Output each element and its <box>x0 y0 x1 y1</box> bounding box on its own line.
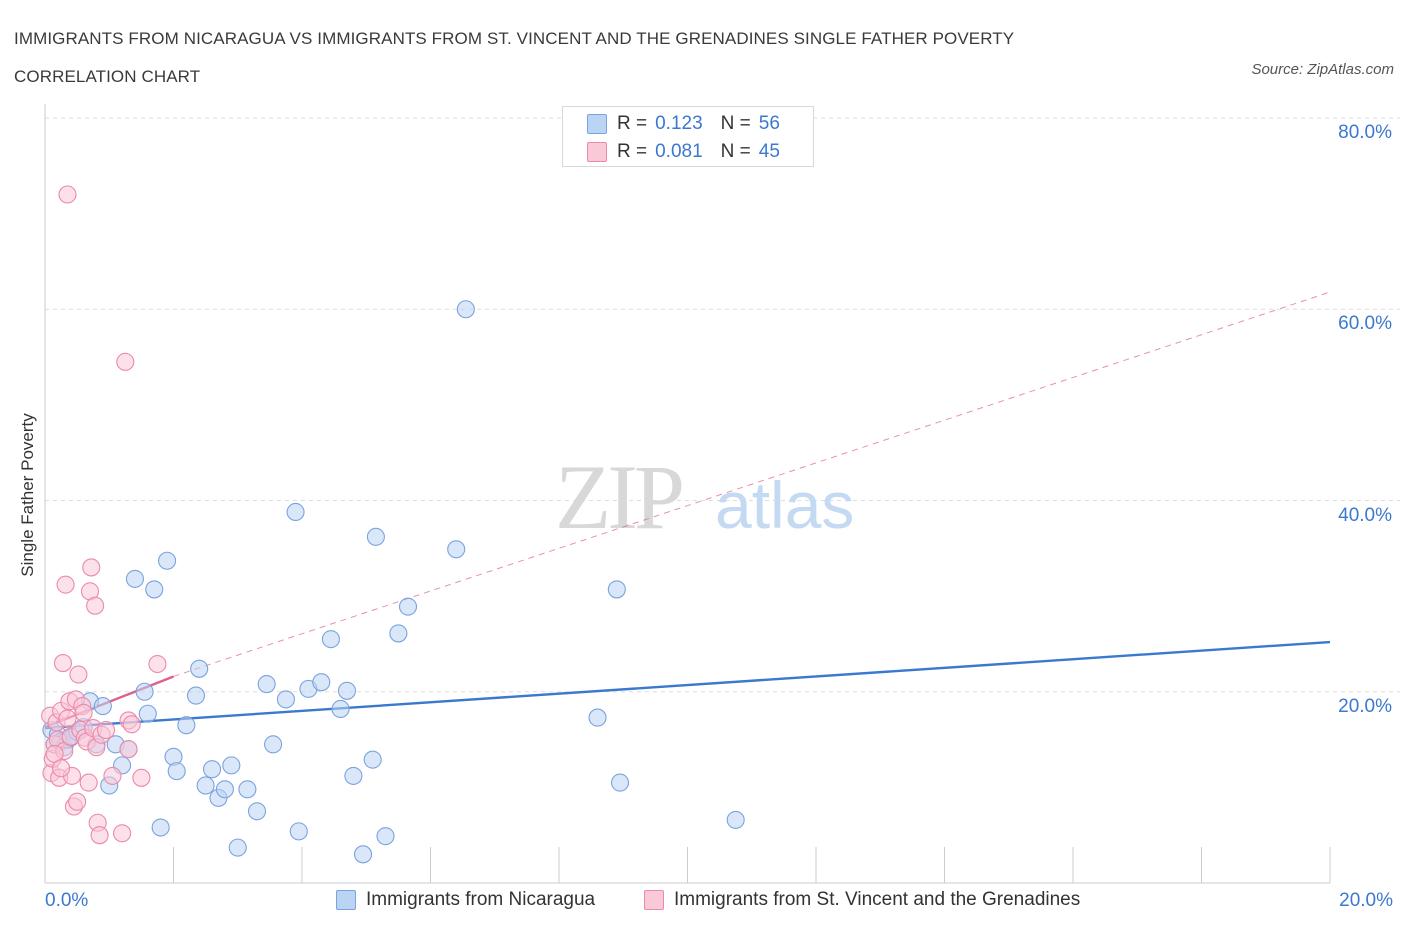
legend-item-nicaragua[interactable]: Immigrants from Nicaragua <box>336 889 595 911</box>
data-points <box>41 185 745 864</box>
x-tick-label: 20.0% <box>1339 890 1393 911</box>
data-point-blue <box>135 682 154 701</box>
data-point-blue <box>167 762 186 781</box>
legend-row-st-vincent: R = 0.081 N = 45 <box>587 140 780 164</box>
data-point-blue <box>366 527 385 546</box>
data-point-pink <box>119 740 138 759</box>
data-point-blue <box>145 580 164 599</box>
data-point-pink <box>56 575 75 594</box>
data-point-blue <box>588 708 607 727</box>
data-point-blue <box>321 630 340 649</box>
axes <box>44 104 1331 884</box>
data-point-blue <box>389 624 408 643</box>
data-point-pink <box>148 654 167 674</box>
data-point-pink <box>86 596 105 615</box>
data-point-blue <box>151 818 170 837</box>
data-point-blue <box>456 300 475 319</box>
legend-swatch-blue <box>587 114 607 134</box>
series-legend: Immigrants from Nicaragua Immigrants fro… <box>0 889 1406 917</box>
data-point-blue <box>215 780 234 799</box>
data-point-blue <box>222 756 241 775</box>
y-axis-label: Single Father Poverty <box>18 413 37 577</box>
data-point-blue <box>353 845 373 864</box>
data-point-pink <box>90 826 109 845</box>
data-point-pink <box>113 824 132 843</box>
data-point-blue <box>331 699 350 719</box>
data-point-blue <box>93 697 112 716</box>
n-label: N = <box>720 141 751 162</box>
r-label: R = <box>617 113 648 134</box>
y-tick-label: 40.0% <box>1338 504 1392 526</box>
data-point-pink <box>69 665 88 684</box>
data-point-blue <box>289 822 308 841</box>
grid-lines <box>45 117 1400 693</box>
data-point-pink <box>52 759 71 778</box>
data-point-blue <box>264 735 283 754</box>
data-point-pink <box>79 773 98 792</box>
legend-label: Immigrants from St. Vincent and the Gren… <box>674 889 1081 910</box>
data-point-blue <box>190 659 209 678</box>
data-point-pink <box>82 558 101 577</box>
data-point-blue <box>337 681 357 700</box>
watermark-zip: ZIP <box>555 446 682 548</box>
data-point-blue <box>447 540 466 559</box>
trend-line-blue <box>44 640 1331 730</box>
legend-row-nicaragua: R = 0.123 N = 56 <box>587 112 780 136</box>
data-point-blue <box>276 690 295 709</box>
trend-lines <box>44 291 1331 730</box>
n-value: 56 <box>758 113 780 134</box>
data-point-blue <box>363 750 382 769</box>
data-point-blue <box>607 580 626 599</box>
data-point-blue <box>125 569 144 588</box>
watermark-atlas: atlas <box>715 468 854 542</box>
n-value: 45 <box>758 141 780 162</box>
data-point-blue <box>196 776 215 795</box>
data-point-pink <box>74 703 93 722</box>
data-point-pink <box>122 715 141 734</box>
legend-label: Immigrants from Nicaragua <box>366 889 596 910</box>
n-label: N = <box>720 113 751 134</box>
data-point-blue <box>286 502 305 522</box>
legend-item-st-vincent[interactable]: Immigrants from St. Vincent and the Gren… <box>644 889 1080 911</box>
data-point-blue <box>344 766 363 785</box>
r-value: 0.123 <box>655 113 703 134</box>
data-point-blue <box>138 704 157 723</box>
data-point-blue <box>312 673 331 692</box>
watermark: ZIP atlas <box>555 446 854 548</box>
y-tick-label: 60.0% <box>1338 313 1392 335</box>
data-point-pink <box>53 654 73 673</box>
data-point-blue <box>376 827 395 846</box>
data-point-blue <box>238 780 257 799</box>
data-point-blue <box>203 760 222 779</box>
correlation-legend: R = 0.123 N = 56 R = 0.081 N = 45 <box>562 106 814 167</box>
source-label: Source: ZipAtlas.com <box>1251 61 1394 78</box>
r-value: 0.081 <box>655 141 703 162</box>
data-point-blue <box>726 810 745 829</box>
data-point-blue <box>247 802 267 821</box>
data-point-pink <box>68 792 87 811</box>
data-point-pink <box>96 720 116 740</box>
x-tick-label: 0.0% <box>45 890 89 911</box>
r-label: R = <box>617 141 648 162</box>
chart-title: IMMIGRANTS FROM NICARAGUA VS IMMIGRANTS … <box>14 29 1014 86</box>
data-point-pink <box>132 768 151 787</box>
data-point-blue <box>158 551 177 570</box>
data-point-blue <box>228 838 247 857</box>
legend-swatch-pink <box>587 142 607 162</box>
legend-swatch-blue <box>336 890 356 910</box>
data-point-pink <box>116 352 135 371</box>
data-point-blue <box>610 773 630 792</box>
data-point-blue <box>398 597 418 616</box>
data-point-pink <box>58 185 77 204</box>
data-point-blue <box>177 716 196 735</box>
data-point-blue <box>257 675 276 694</box>
data-point-pink <box>103 766 122 785</box>
data-point-blue <box>186 686 206 705</box>
legend-swatch-pink <box>644 890 664 910</box>
y-tick-label: 20.0% <box>1338 695 1392 717</box>
y-tick-label: 80.0% <box>1338 122 1392 143</box>
trend-extension-pink <box>173 291 1331 677</box>
